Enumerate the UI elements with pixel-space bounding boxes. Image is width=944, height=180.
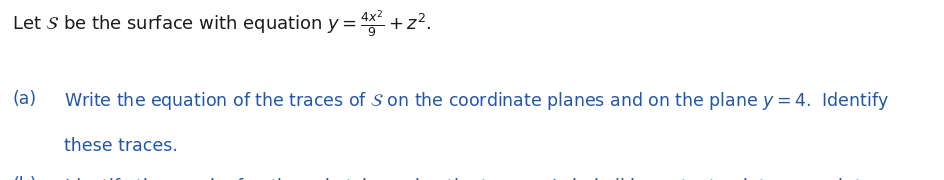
Text: (b): (b) [12, 176, 37, 180]
Text: these traces.: these traces. [64, 137, 178, 155]
Text: Let $\mathcal{S}$ be the surface with equation $y = \frac{4x^2}{9} + z^2$.: Let $\mathcal{S}$ be the surface with eq… [12, 9, 431, 40]
Text: Write the equation of the traces of $\mathcal{S}$ on the coordinate planes and o: Write the equation of the traces of $\ma… [64, 90, 889, 112]
Text: (a): (a) [12, 90, 37, 108]
Text: Identify the graph of $\mathcal{S}$, then sketch $\mathcal{S}$ using the traces.: Identify the graph of $\mathcal{S}$, the… [64, 176, 905, 180]
